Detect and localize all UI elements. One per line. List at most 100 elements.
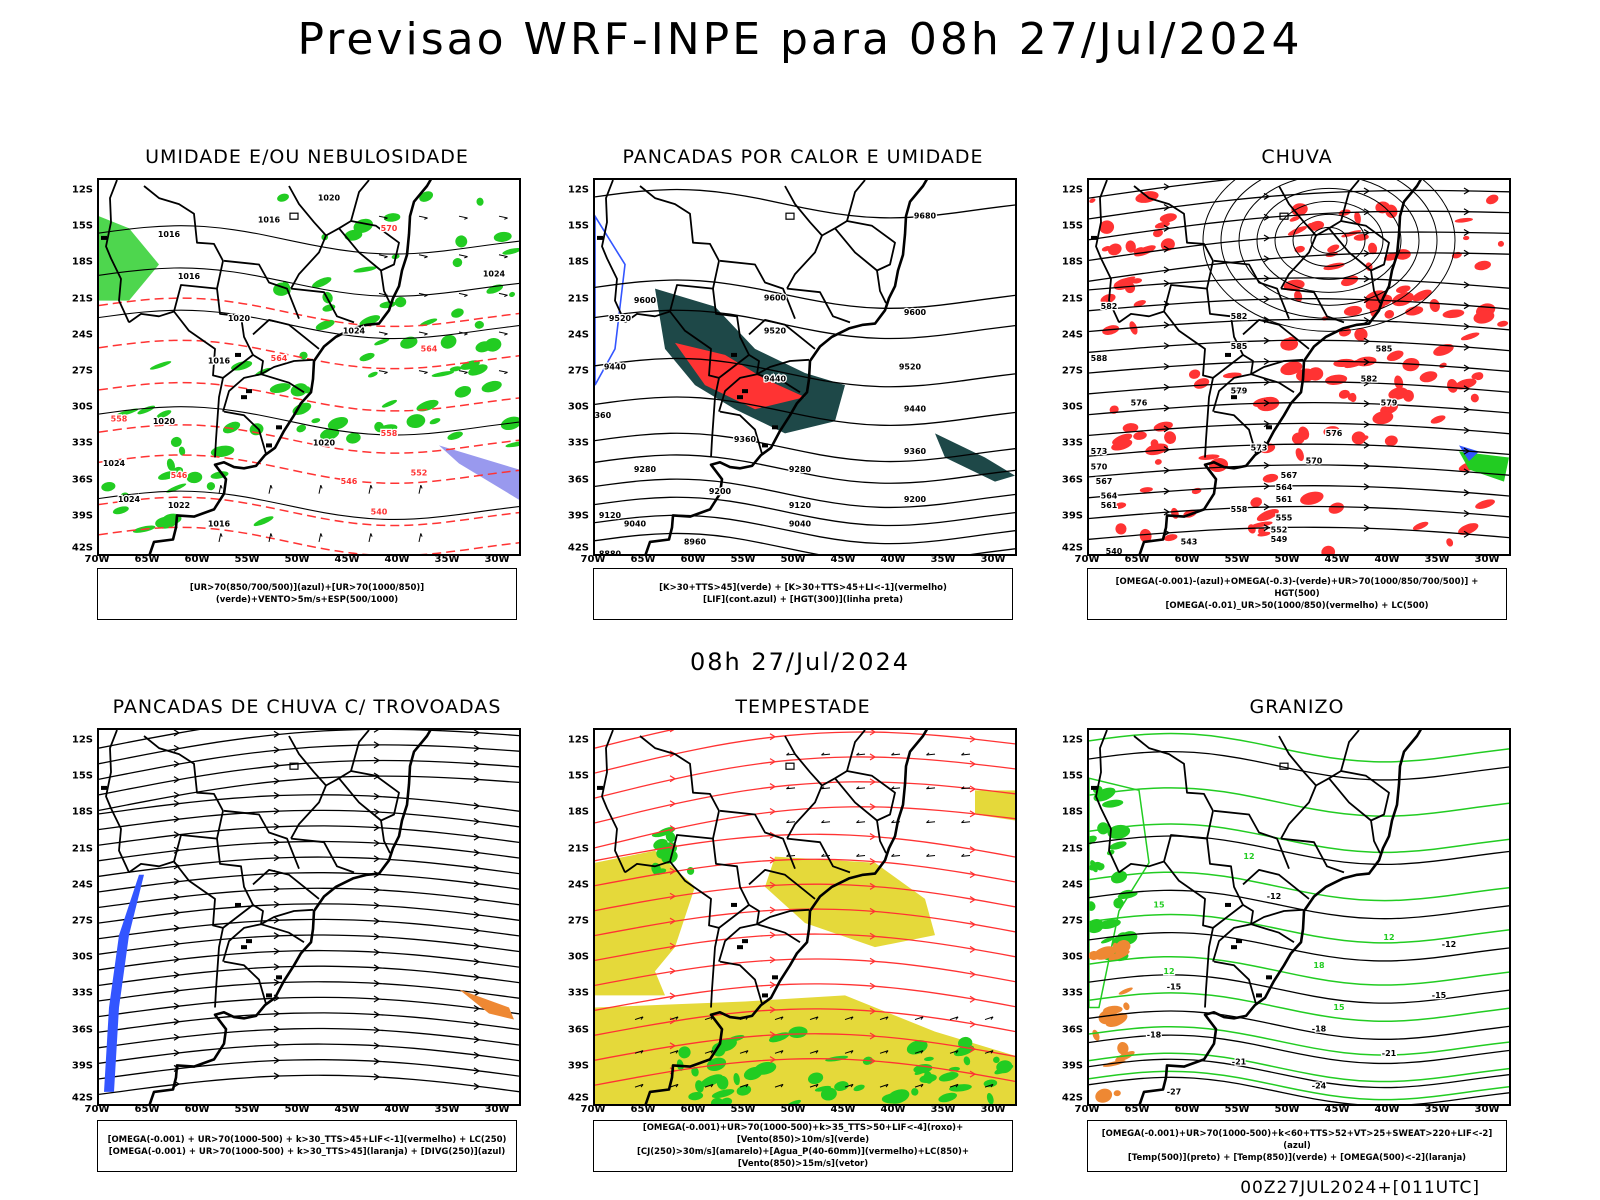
lon-tick-label: 35W — [930, 1104, 956, 1115]
contour-label: 543 — [1181, 537, 1198, 546]
contour-label: 549 — [1271, 535, 1288, 544]
contour-label: 9280 — [789, 465, 812, 474]
lat-tick-label: 15S — [71, 220, 93, 232]
lat-tick-label: 27S — [567, 915, 589, 927]
lon-tick-label: 70W — [1074, 554, 1100, 565]
lon-tick-label: 30W — [484, 554, 510, 565]
lat-tick-label: 12S — [567, 734, 589, 746]
lon-tick-label: 70W — [84, 554, 110, 565]
lat-tick-label: 12S — [1061, 734, 1083, 746]
contour-label: 12 — [1243, 852, 1254, 861]
map-panel-granizo: -12 -12 -15 -15 -18 -18 -21 -21 -24 -27 15 12 12 12 18… — [1087, 728, 1511, 1106]
contour-label: 588 — [1091, 354, 1108, 363]
contour-label: 582 — [1101, 302, 1118, 311]
contour-label: 9440 — [904, 405, 927, 414]
lat-tick-label: 21S — [567, 293, 589, 305]
contour-label: 8880 — [599, 550, 622, 555]
contour-label: 585 — [1231, 342, 1248, 351]
contour-label: 9440 — [764, 375, 787, 384]
contour-label: -21 — [1232, 1057, 1247, 1066]
lon-tick-label: 70W — [84, 1104, 110, 1115]
contour-label: 585 — [1376, 344, 1393, 353]
contour-label: 579 — [1381, 399, 1398, 408]
legend-line: [UR>70(850/700/500)](azul)+[UR>70(1000/8… — [189, 583, 425, 605]
map-panel-chuva: 582 582 588 585 585 582 579 579 576 576 573 573 570 5… — [1087, 178, 1511, 556]
legend-granizo: [OMEGA(-0.001)+UR>70(1000-500)+k<60+TTS>… — [1087, 1120, 1507, 1172]
lon-tick-label: 30W — [1474, 1104, 1500, 1115]
legend-line: [K>30+TTS>45](verde) + [K>30+TTS>45+LI<-… — [659, 583, 947, 593]
lon-tick-label: 70W — [1074, 1104, 1100, 1115]
lon-tick-label: 35W — [434, 1104, 460, 1115]
contour-label: -15 — [1432, 991, 1447, 1000]
lon-tick-label: 45W — [334, 554, 360, 565]
lat-tick-label: 33S — [1061, 987, 1083, 999]
contour-label: 567 — [1281, 471, 1298, 480]
contour-label: 9520 — [899, 363, 922, 372]
lat-tick-label: 27S — [71, 365, 93, 377]
lat-tick-label: 24S — [567, 329, 589, 341]
contour-label: 1024 — [118, 495, 141, 504]
mid-date: 08h 27/Jul/2024 — [689, 648, 911, 676]
contour-label: 18 — [1313, 961, 1325, 970]
contour-label: 573 — [1251, 443, 1268, 452]
legend-chuva: [OMEGA(-0.001)-(azul)+OMEGA(-0.3)-(verde… — [1087, 568, 1507, 620]
lat-tick-label: 21S — [1061, 293, 1083, 305]
lat-tick-label: 21S — [71, 843, 93, 855]
lon-tick-label: 45W — [1324, 554, 1350, 565]
footer-timestamp: 00Z27JUL2024+[011UTC] — [1240, 1178, 1480, 1198]
map-svg-umidade-e-ou-nebulosidade: 1020 1016 1016 1016 1020 1024 1024 1016 1020 1020… — [99, 180, 519, 554]
map-svg-pancadas-de-chuva-c-trovoadas — [99, 730, 519, 1104]
lat-tick-label: 27S — [71, 915, 93, 927]
contour-label: 9360 — [904, 447, 927, 456]
lon-tick-label: 55W — [1224, 554, 1250, 565]
contour-label: 555 — [1276, 513, 1293, 522]
lon-tick-label: 40W — [384, 1104, 410, 1115]
lat-tick-label: 18S — [71, 256, 93, 268]
legend-line: [OMEGA(-0.001)+UR>70(1000-500)+k>35_TTS>… — [642, 1123, 964, 1145]
contour-label: 1016 — [258, 215, 281, 224]
legend-pancadas-por-calor-e-umidade: [K>30+TTS>45](verde) + [K>30+TTS>45+LI<-… — [593, 568, 1013, 620]
legend-umidade-e-ou-nebulosidade: [UR>70(850/700/500)](azul)+[UR>70(1000/8… — [97, 568, 517, 620]
contour-label: 552 — [411, 469, 428, 478]
contour-label: 558 — [1231, 505, 1248, 514]
contour-label: 540 — [1106, 547, 1123, 554]
contour-label: 1016 — [178, 272, 201, 281]
lat-tick-label: 12S — [71, 734, 93, 746]
lat-tick-label: 21S — [1061, 843, 1083, 855]
map-svg-granizo: -12 -12 -15 -15 -18 -18 -21 -21 -24 -27 15 12 12 12 18… — [1089, 730, 1509, 1104]
map-panel-umidade-e-ou-nebulosidade: 1020 1016 1016 1016 1020 1024 1024 1016 1020 1020… — [97, 178, 521, 556]
contour-label: 9360 — [595, 411, 612, 420]
lat-tick-label: 42S — [567, 542, 589, 554]
contour-label: 1020 — [313, 439, 336, 448]
lon-tick-label: 55W — [730, 1104, 756, 1115]
contour-label: 9600 — [764, 294, 787, 303]
lat-tick-label: 24S — [71, 329, 93, 341]
lon-tick-label: 35W — [1424, 554, 1450, 565]
contour-label: 15 — [1153, 900, 1165, 909]
lat-tick-label: 33S — [1061, 437, 1083, 449]
contour-label: 561 — [1276, 495, 1293, 504]
lon-tick-label: 55W — [234, 1104, 260, 1115]
lat-tick-label: 36S — [1061, 474, 1083, 486]
legend-line: [OMEGA(-0.001) + UR>70(1000-500) + k>30_… — [107, 1135, 507, 1145]
lat-tick-label: 42S — [1061, 1092, 1083, 1104]
lat-tick-label: 33S — [567, 987, 589, 999]
lat-tick-label: 21S — [71, 293, 93, 305]
lon-tick-label: 40W — [1374, 1104, 1400, 1115]
lat-tick-label: 18S — [567, 806, 589, 818]
lat-tick-label: 12S — [567, 184, 589, 196]
lon-tick-label: 65W — [630, 1104, 656, 1115]
panel-title-pancadas-por-calor-e-umidade: PANCADAS POR CALOR E UMIDADE — [622, 146, 984, 168]
lat-tick-label: 15S — [71, 770, 93, 782]
lat-tick-label: 42S — [71, 1092, 93, 1104]
contour-label: -15 — [1167, 982, 1182, 991]
lon-tick-label: 35W — [434, 554, 460, 565]
main-title: Previsao WRF-INPE para 08h 27/Jul/2024 — [297, 14, 1303, 65]
lon-tick-label: 50W — [1274, 554, 1300, 565]
contour-label: 576 — [1131, 399, 1148, 408]
lon-tick-label: 50W — [780, 554, 806, 565]
contour-label: 564 — [421, 344, 438, 353]
contour-label: 1024 — [483, 270, 506, 279]
lon-tick-label: 70W — [580, 1104, 606, 1115]
